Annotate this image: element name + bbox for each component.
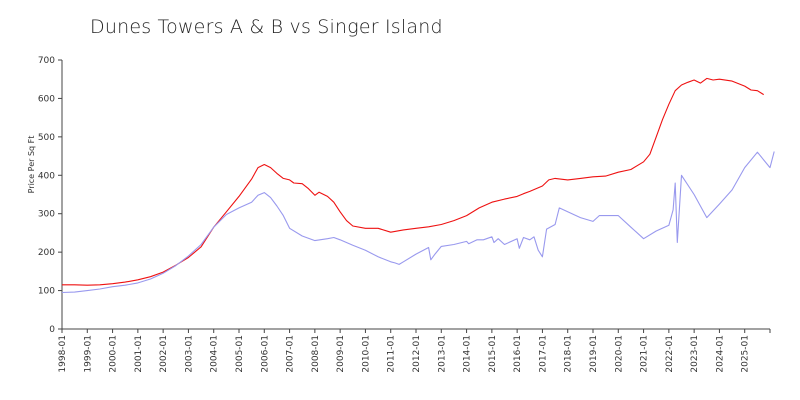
x-tick-label: 2023-01 bbox=[690, 335, 700, 373]
chart-title: Dunes Towers A & B vs Singer Island bbox=[90, 16, 443, 38]
x-tick-label: 2020-01 bbox=[614, 335, 624, 373]
y-tick-label: 0 bbox=[49, 325, 55, 335]
y-tick-label: 200 bbox=[38, 248, 55, 258]
x-tick-label: 2016-01 bbox=[513, 335, 523, 373]
x-tick-label: 2011-01 bbox=[387, 335, 397, 373]
x-tick-label: 2012-01 bbox=[412, 335, 422, 373]
x-tick-label: 2013-01 bbox=[437, 335, 447, 373]
x-tick-label: 2008-01 bbox=[311, 335, 321, 373]
x-tick-label: 2007-01 bbox=[286, 335, 296, 373]
x-tick-label: 2001-01 bbox=[134, 335, 144, 373]
x-tick-label: 1998-01 bbox=[58, 335, 68, 373]
x-tick-label: 2017-01 bbox=[538, 335, 548, 373]
x-tick-label: 2021-01 bbox=[640, 335, 650, 373]
y-tick-label: 600 bbox=[38, 94, 55, 104]
x-tick-label: 2015-01 bbox=[488, 335, 498, 373]
x-tick-label: 2003-01 bbox=[184, 335, 194, 373]
x-tick-label: 2022-01 bbox=[665, 335, 675, 373]
y-tick-label: 100 bbox=[38, 287, 55, 297]
x-tick-label: 2005-01 bbox=[235, 335, 245, 373]
x-tick-label: 2024-01 bbox=[715, 335, 725, 373]
y-tick-label: 400 bbox=[38, 171, 55, 181]
x-tick-label: 2025-01 bbox=[741, 335, 751, 373]
x-tick-label: 2014-01 bbox=[463, 335, 473, 373]
y-axis-title: Price Per Sq Ft bbox=[27, 136, 36, 194]
x-tick-label: 2004-01 bbox=[210, 335, 220, 373]
x-tick-label: 2006-01 bbox=[260, 335, 270, 373]
y-tick-label: 300 bbox=[38, 210, 55, 220]
x-tick-label: 2010-01 bbox=[361, 335, 371, 373]
x-tick-label: 2009-01 bbox=[336, 335, 346, 373]
x-tick-label: 2000-01 bbox=[109, 335, 119, 373]
y-tick-label: 700 bbox=[38, 56, 55, 66]
series-line-2 bbox=[61, 151, 775, 294]
series-line-1 bbox=[62, 77, 764, 286]
y-tick-label: 500 bbox=[38, 133, 55, 143]
x-tick-label: 2018-01 bbox=[564, 335, 574, 373]
x-tick-label: 2019-01 bbox=[589, 335, 599, 373]
x-tick-label: 2002-01 bbox=[159, 335, 169, 373]
x-tick-label: 1999-01 bbox=[83, 335, 93, 373]
